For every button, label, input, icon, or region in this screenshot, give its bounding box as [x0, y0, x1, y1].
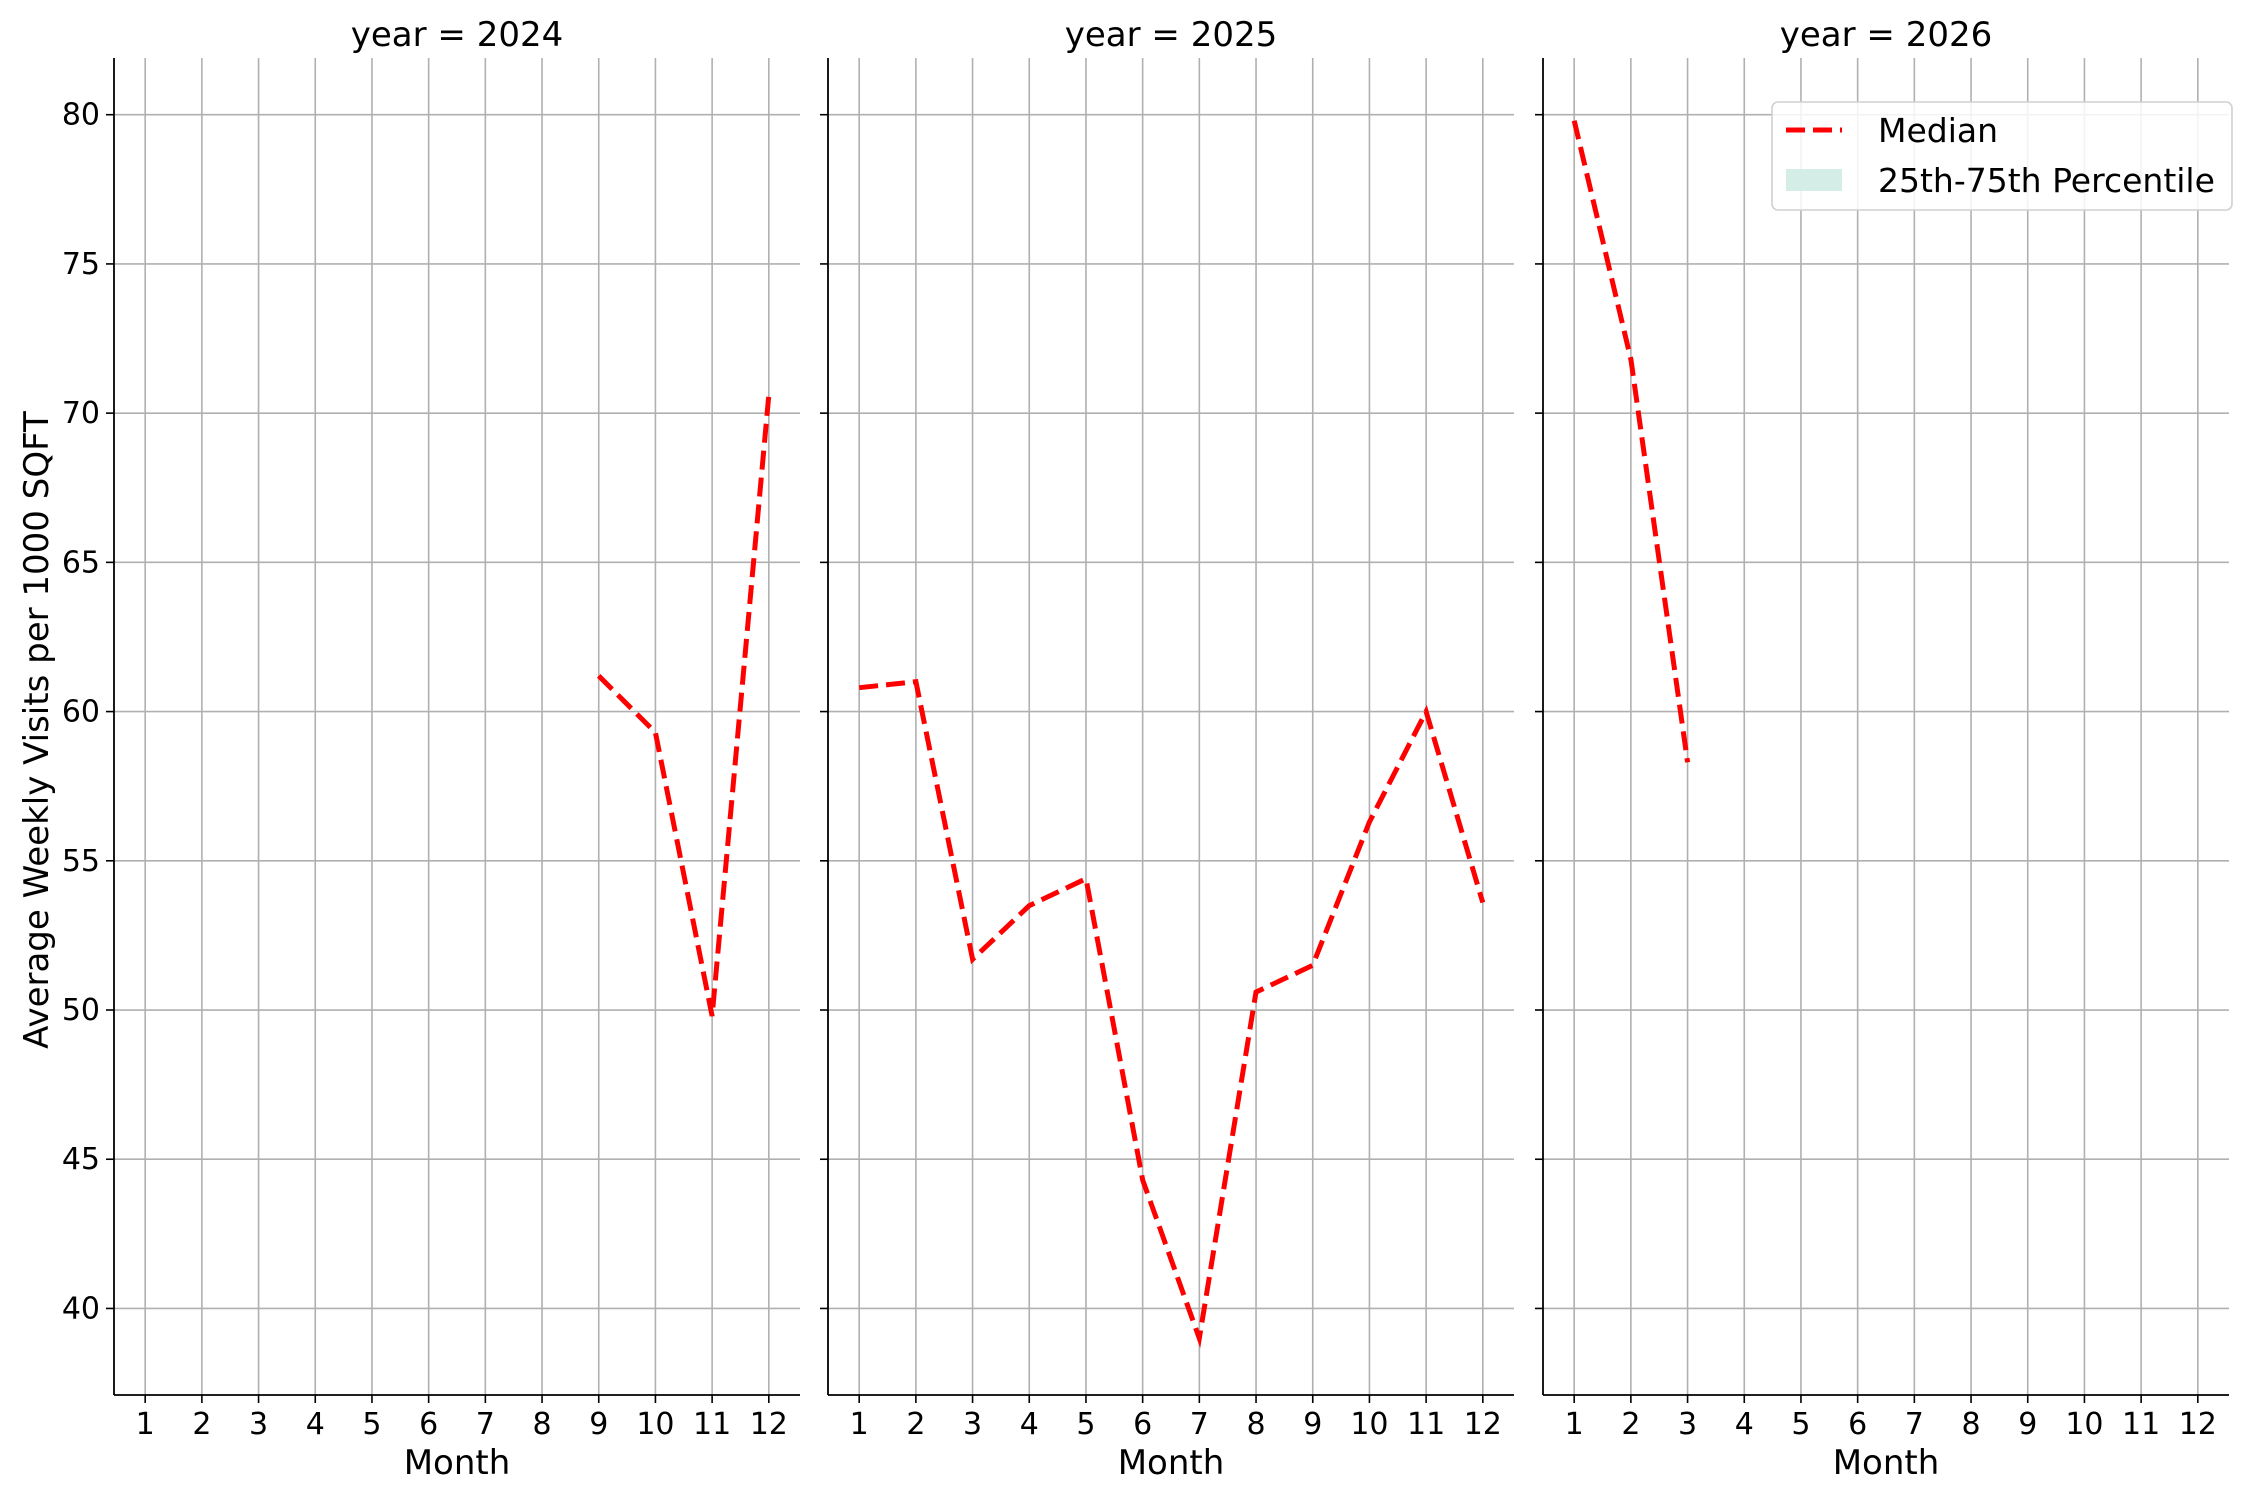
- x-tick-label: 2: [1621, 1407, 1640, 1442]
- y-tick-label: 65: [62, 545, 100, 580]
- x-tick-label: 4: [306, 1407, 325, 1442]
- x-tick-label: 8: [532, 1407, 551, 1442]
- y-axis-label: Average Weekly Visits per 1000 SQFT: [17, 411, 57, 1049]
- legend-frame: [1771, 101, 2233, 211]
- x-tick-label: 8: [1246, 1407, 1265, 1442]
- x-tick-label: 1: [850, 1407, 869, 1442]
- x-tick-label: 6: [419, 1407, 438, 1442]
- median-series-line: [858, 678, 1486, 1349]
- x-tick-label: 12: [2179, 1407, 2217, 1442]
- x-tick-label: 7: [1905, 1407, 1924, 1442]
- x-tick-label: 11: [1407, 1407, 1445, 1442]
- y-tick-label: 80: [62, 98, 100, 133]
- x-tick-label: 12: [1464, 1407, 1502, 1442]
- x-tick-label: 10: [2065, 1407, 2103, 1442]
- x-tick-label: 2: [192, 1407, 211, 1442]
- y-tick-label: 70: [62, 396, 100, 431]
- x-axis-label: Month: [404, 1443, 511, 1483]
- x-tick-label: 3: [963, 1407, 982, 1442]
- x-tick-label: 5: [1076, 1407, 1095, 1442]
- x-tick-label: 5: [1791, 1407, 1810, 1442]
- x-axis-label: Month: [1833, 1443, 1940, 1483]
- y-tick-label: 60: [62, 695, 100, 730]
- y-tick-label: 55: [62, 844, 100, 879]
- x-tick-label: 9: [589, 1407, 608, 1442]
- median-series-line: [596, 394, 772, 1017]
- panel-title: year = 2024: [351, 15, 563, 55]
- x-tick-label: 5: [362, 1407, 381, 1442]
- x-tick-label: 4: [1020, 1407, 1039, 1442]
- legend-label: Median: [1878, 111, 1998, 150]
- x-tick-label: 10: [1350, 1407, 1388, 1442]
- panel-title: year = 2025: [1065, 15, 1277, 55]
- y-tick-label: 45: [62, 1142, 100, 1177]
- y-tick-label: 75: [62, 247, 100, 282]
- x-tick-label: 10: [636, 1407, 674, 1442]
- x-tick-label: 11: [2122, 1407, 2160, 1442]
- legend: Median 25th-75th Percentile: [1771, 101, 2233, 211]
- panel-title: year = 2026: [1780, 15, 1992, 55]
- y-tick-label: 40: [62, 1291, 100, 1326]
- x-tick-label: 8: [1961, 1407, 1980, 1442]
- x-tick-label: 3: [249, 1407, 268, 1442]
- x-tick-label: 1: [1565, 1407, 1584, 1442]
- x-tick-label: 4: [1735, 1407, 1754, 1442]
- median-series-line: [1571, 120, 1691, 763]
- x-tick-label: 12: [750, 1407, 788, 1442]
- x-tick-label: 1: [136, 1407, 155, 1442]
- legend-percentile-swatch: [1786, 169, 1842, 191]
- x-tick-label: 11: [693, 1407, 731, 1442]
- legend-label: 25th-75th Percentile: [1878, 161, 2215, 200]
- x-tick-label: 7: [1190, 1407, 1209, 1442]
- x-tick-label: 9: [2018, 1407, 2037, 1442]
- x-axis-label: Month: [1118, 1443, 1225, 1483]
- x-tick-label: 7: [476, 1407, 495, 1442]
- x-tick-label: 6: [1133, 1407, 1152, 1442]
- x-tick-label: 9: [1303, 1407, 1322, 1442]
- x-tick-label: 6: [1848, 1407, 1867, 1442]
- x-tick-label: 2: [906, 1407, 925, 1442]
- x-tick-label: 3: [1678, 1407, 1697, 1442]
- y-tick-label: 50: [62, 993, 100, 1028]
